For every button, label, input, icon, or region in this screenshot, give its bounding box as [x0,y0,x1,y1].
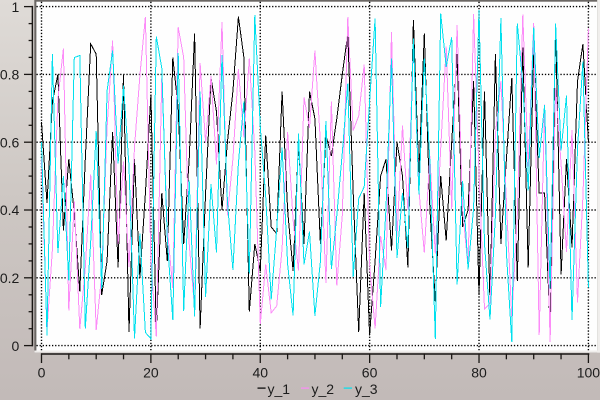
svg-text:0: 0 [38,365,46,381]
svg-text:0: 0 [12,338,20,354]
svg-text:40: 40 [253,365,269,381]
svg-text:0.4: 0.4 [0,202,20,218]
svg-text:0.2: 0.2 [0,270,20,286]
svg-text:0.8: 0.8 [0,67,20,83]
svg-text:y_2: y_2 [312,381,335,397]
svg-text:20: 20 [143,365,159,381]
svg-text:60: 60 [362,365,378,381]
svg-text:100: 100 [577,365,600,381]
svg-text:1: 1 [12,0,20,15]
svg-text:0.6: 0.6 [0,134,20,150]
svg-text:y_3: y_3 [355,381,378,397]
svg-text:80: 80 [471,365,487,381]
svg-text:y_1: y_1 [268,381,291,397]
